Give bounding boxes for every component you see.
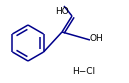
Text: H−Cl: H−Cl [72,67,95,77]
Text: HO: HO [55,7,69,16]
Text: OH: OH [89,34,103,42]
